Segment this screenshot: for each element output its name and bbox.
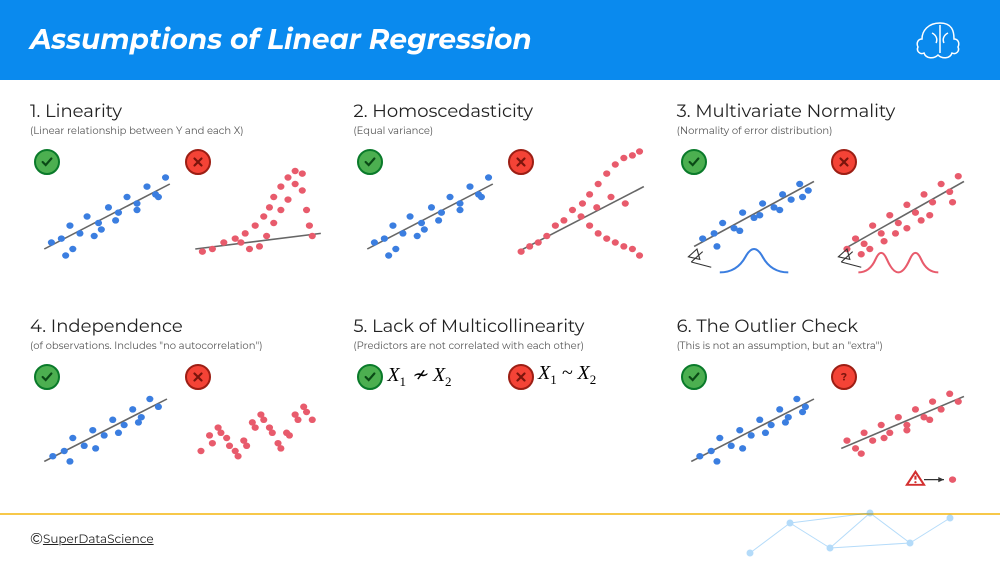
ok-example — [677, 145, 820, 275]
cell-subtitle: (This is not an assumption, but an "extr… — [677, 339, 970, 352]
cross-icon — [508, 149, 534, 175]
cell-subtitle: (Equal variance) — [353, 124, 646, 137]
check-icon — [681, 149, 707, 175]
example-pair — [353, 145, 646, 275]
cell-title: 2. Homoscedasticity — [353, 100, 646, 122]
cell-title: 5. Lack of Multicollinearity — [353, 315, 646, 337]
cross-icon — [185, 364, 211, 390]
example-pair: ? — [677, 360, 970, 490]
header-bar: Assumptions of Linear Regression — [0, 0, 1000, 80]
cell-title: 3. Multivariate Normality — [677, 100, 970, 122]
grid-content: 1. Linearity (Linear relationship between… — [0, 80, 1000, 510]
cell-subtitle: (Normality of error distribution) — [677, 124, 970, 137]
formula-bad: X1 ~ X2 — [538, 362, 647, 388]
bad-example: X1 ~ X2 — [504, 360, 647, 490]
assumption-cell-1: 1. Linearity (Linear relationship between… — [30, 100, 323, 295]
footer: © SuperDataScience — [0, 513, 1000, 563]
bad-example — [181, 360, 324, 490]
ok-example: X1 ≁ X2 — [353, 360, 496, 490]
example-pair — [30, 360, 323, 490]
example-pair — [677, 145, 970, 275]
formula-ok: X1 ≁ X2 — [387, 362, 496, 390]
ok-example — [30, 145, 173, 275]
assumption-cell-5: 5. Lack of Multicollinearity (Predictors … — [353, 315, 646, 510]
ok-example — [353, 145, 496, 275]
check-icon — [34, 364, 60, 390]
example-pair: X1 ≁ X2 X1 ~ X2 — [353, 360, 646, 490]
assumption-cell-6: 6. The Outlier Check (This is not an assu… — [677, 315, 970, 510]
cell-title: 4. Independence — [30, 315, 323, 337]
bad-example: ? — [827, 360, 970, 490]
cell-title: 6. The Outlier Check — [677, 315, 970, 337]
cross-icon — [185, 149, 211, 175]
copyright-text: © — [30, 530, 43, 549]
ok-example — [677, 360, 820, 490]
bad-example — [827, 145, 970, 275]
cross-icon — [508, 364, 534, 390]
svg-text:?: ? — [840, 371, 847, 384]
check-icon — [357, 364, 383, 390]
cell-title: 1. Linearity — [30, 100, 323, 122]
bad-example — [181, 145, 324, 275]
page-title: Assumptions of Linear Regression — [30, 23, 532, 57]
ok-example — [30, 360, 173, 490]
check-icon — [34, 149, 60, 175]
assumption-cell-2: 2. Homoscedasticity (Equal variance) — [353, 100, 646, 295]
footer-link[interactable]: SuperDataScience — [43, 532, 154, 547]
network-decoration-icon — [740, 493, 980, 563]
cell-subtitle: (of observations. Includes "no autocorre… — [30, 339, 323, 352]
check-icon — [681, 364, 707, 390]
assumption-cell-3: 3. Multivariate Normality (Normality of e… — [677, 100, 970, 295]
example-pair — [30, 145, 323, 275]
assumption-cell-4: 4. Independence (of observations. Include… — [30, 315, 323, 510]
brain-icon — [910, 15, 970, 65]
bad-example — [504, 145, 647, 275]
cell-subtitle: (Linear relationship between Y and each … — [30, 124, 323, 137]
cell-subtitle: (Predictors are not correlated with each… — [353, 339, 646, 352]
